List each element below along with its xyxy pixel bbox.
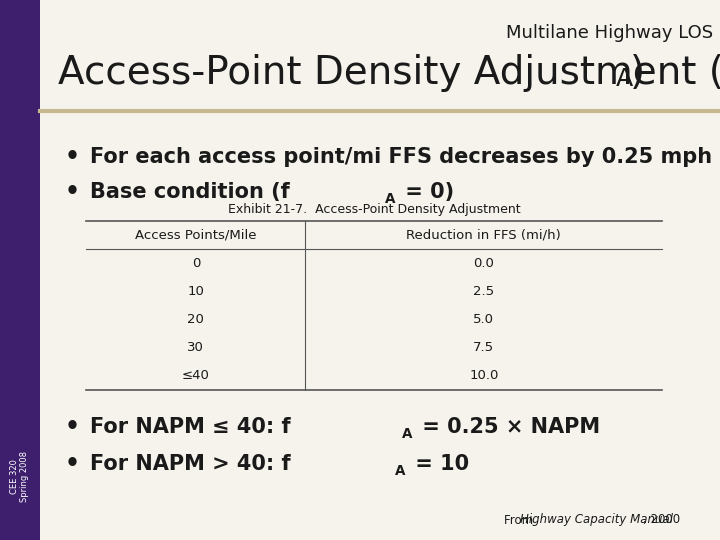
Text: = 0): = 0) [398, 181, 454, 202]
Text: 2.5: 2.5 [473, 285, 495, 298]
Text: 10.0: 10.0 [469, 369, 498, 382]
Text: From: From [504, 514, 537, 526]
Text: 7.5: 7.5 [473, 341, 495, 354]
Text: 20: 20 [187, 313, 204, 326]
Text: •: • [65, 415, 80, 438]
Text: Multilane Highway LOS: Multilane Highway LOS [505, 24, 713, 42]
Text: •: • [65, 180, 80, 204]
Text: 5.0: 5.0 [473, 313, 495, 326]
Text: 30: 30 [187, 341, 204, 354]
Text: = 0.25 × NAPM: = 0.25 × NAPM [415, 416, 600, 437]
Text: , 2000: , 2000 [643, 514, 680, 526]
Text: A: A [385, 192, 396, 206]
Text: ): ) [630, 54, 645, 92]
Text: •: • [65, 145, 80, 168]
Text: ≤40: ≤40 [182, 369, 210, 382]
Text: •: • [65, 453, 80, 476]
Text: = 10: = 10 [408, 454, 469, 475]
Text: Highway Capacity Manual: Highway Capacity Manual [520, 514, 673, 526]
Text: 0: 0 [192, 257, 200, 270]
Text: Base condition (f: Base condition (f [90, 181, 289, 202]
Text: 10: 10 [187, 285, 204, 298]
Text: For NAPM ≤ 40: f: For NAPM ≤ 40: f [90, 416, 291, 437]
Text: 0.0: 0.0 [474, 257, 494, 270]
Text: For each access point/mi FFS decreases by 0.25 mph: For each access point/mi FFS decreases b… [90, 146, 712, 167]
Text: A: A [402, 427, 413, 441]
Text: CEE 320
Spring 2008: CEE 320 Spring 2008 [10, 451, 29, 502]
Text: A: A [616, 68, 633, 91]
Text: Reduction in FFS (mi/h): Reduction in FFS (mi/h) [407, 229, 561, 242]
Text: Access Points/Mile: Access Points/Mile [135, 229, 256, 242]
Text: A: A [395, 464, 406, 478]
Bar [0, 0, 40, 540]
Text: Access-Point Density Adjustment (f: Access-Point Density Adjustment (f [58, 54, 720, 92]
Text: Exhibit 21-7.  Access-Point Density Adjustment: Exhibit 21-7. Access-Point Density Adjus… [228, 203, 521, 216]
Text: For NAPM > 40: f: For NAPM > 40: f [90, 454, 291, 475]
